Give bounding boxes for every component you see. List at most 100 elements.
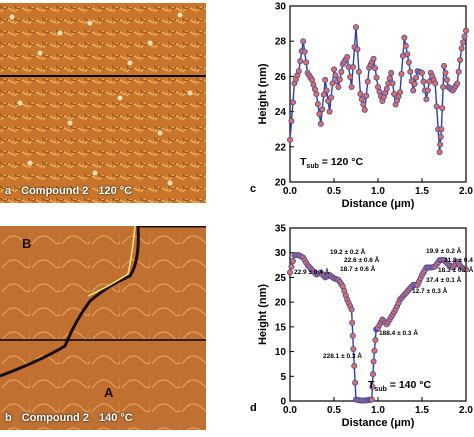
x-tick-label: 1.5 xyxy=(415,405,429,416)
step-height-label: 19.9 ± 0.2 Å xyxy=(426,246,462,255)
y-tick-label: 30 xyxy=(275,248,287,259)
data-point xyxy=(373,74,380,81)
x-tick-label: 0.5 xyxy=(327,405,341,416)
afm-texture-a xyxy=(0,3,206,203)
grain-dot xyxy=(167,180,173,186)
data-point xyxy=(360,101,367,108)
data-point xyxy=(372,65,379,72)
data-point xyxy=(386,75,393,82)
data-point xyxy=(354,46,361,53)
data-point xyxy=(347,73,354,80)
data-point xyxy=(436,149,443,156)
grain-dot xyxy=(177,12,183,18)
data-point xyxy=(289,257,296,264)
afm-grain-dots xyxy=(9,12,193,186)
grain-dot xyxy=(157,130,163,136)
grain-dot xyxy=(57,30,63,36)
y-tick-label: 20 xyxy=(275,298,287,309)
data-point xyxy=(289,99,296,106)
data-point xyxy=(358,96,365,103)
data-point xyxy=(398,71,405,78)
data-point xyxy=(323,87,330,94)
data-point xyxy=(370,55,377,62)
step-height-label: 18.7 ± 0.6 Å xyxy=(340,264,376,273)
y-tick-label: 35 xyxy=(275,224,287,235)
chart-d-panel-letter: d xyxy=(250,402,257,414)
data-point xyxy=(437,141,444,148)
x-tick-label: 2.0 xyxy=(459,405,473,416)
data-point xyxy=(357,91,364,98)
x-tick-label: 0.5 xyxy=(327,186,341,197)
y-tick-label: 25 xyxy=(275,273,287,284)
data-point xyxy=(455,68,462,75)
data-point xyxy=(401,34,408,41)
data-point xyxy=(364,78,371,85)
grain-dot xyxy=(87,20,93,26)
data-point xyxy=(368,396,375,403)
step-height-label: 22.9 ± 0.4 Å xyxy=(294,267,330,276)
step-height-label: 188.4 ± 0.3 Å xyxy=(379,328,418,337)
region-label-a: A xyxy=(104,385,114,400)
data-point xyxy=(317,120,324,127)
grain-dot xyxy=(17,100,23,106)
data-point xyxy=(458,45,465,52)
data-point xyxy=(352,379,359,386)
data-point xyxy=(349,332,356,339)
y-tick-label: 0 xyxy=(280,397,286,408)
data-point xyxy=(349,319,356,326)
data-point xyxy=(407,68,414,75)
chart-c-panel-letter: c xyxy=(250,183,256,195)
data-point xyxy=(418,69,425,76)
panel-a-compound: Compound 2 xyxy=(21,185,89,197)
x-tick-label: 2.0 xyxy=(459,186,473,197)
data-point xyxy=(355,68,362,75)
grain-dot xyxy=(92,170,98,176)
step-height-label: 37.4 ± 0.1 Å xyxy=(426,275,462,284)
data-point xyxy=(369,383,376,390)
grain-dot xyxy=(127,60,133,66)
data-point xyxy=(348,306,355,313)
data-point xyxy=(301,48,308,55)
y-tick-label: 30 xyxy=(275,2,287,13)
data-point xyxy=(411,81,418,88)
data-point xyxy=(462,27,469,34)
data-point xyxy=(402,42,409,49)
x-tick-label: 1.5 xyxy=(415,186,429,197)
data-point xyxy=(371,347,378,354)
afm-image-120c: a Compound 2 120 °C xyxy=(0,3,206,203)
y-tick-label: 10 xyxy=(275,347,287,358)
data-point xyxy=(328,94,335,101)
data-point xyxy=(461,33,468,40)
step-height-label: 12.7 ± 0.3 Å xyxy=(412,286,448,295)
data-point xyxy=(300,38,307,45)
grain-dot xyxy=(187,90,193,96)
data-point xyxy=(457,56,464,63)
data-point xyxy=(313,91,320,98)
data-point xyxy=(361,106,368,113)
panel-b-letter: b xyxy=(5,412,12,424)
data-point xyxy=(287,269,294,276)
data-point xyxy=(332,72,339,79)
grain-dot xyxy=(27,160,33,166)
terrace-edge-highlight xyxy=(87,226,136,297)
data-point xyxy=(288,117,295,124)
data-point xyxy=(338,68,345,75)
data-point xyxy=(351,362,358,369)
panel-a-temp: 120 °C xyxy=(98,185,133,197)
chart-c: 0.0 0.5 1.0 1.5 2.0 20 22 24 26 28 30 Tsub = 120 °C… xyxy=(250,2,473,211)
data-point xyxy=(350,64,357,71)
chart-d: 0.0 0.5 1.0 1.5 2.0 0 5 10 15 20 25 30 35 Tsub = 140 … xyxy=(250,224,474,430)
y-tick-label: 20 xyxy=(275,178,287,189)
grain-dot xyxy=(37,50,43,56)
panel-a-letter: a xyxy=(5,185,12,197)
data-point xyxy=(287,136,294,143)
step-height-label: 19.2 ± 0.2 Å xyxy=(330,247,366,256)
data-point xyxy=(320,91,327,98)
data-point xyxy=(288,263,295,270)
grain-dot xyxy=(67,120,73,126)
data-point xyxy=(388,69,395,76)
data-point xyxy=(443,76,450,83)
data-point xyxy=(370,358,377,365)
data-point xyxy=(303,59,310,66)
data-point xyxy=(462,266,469,273)
